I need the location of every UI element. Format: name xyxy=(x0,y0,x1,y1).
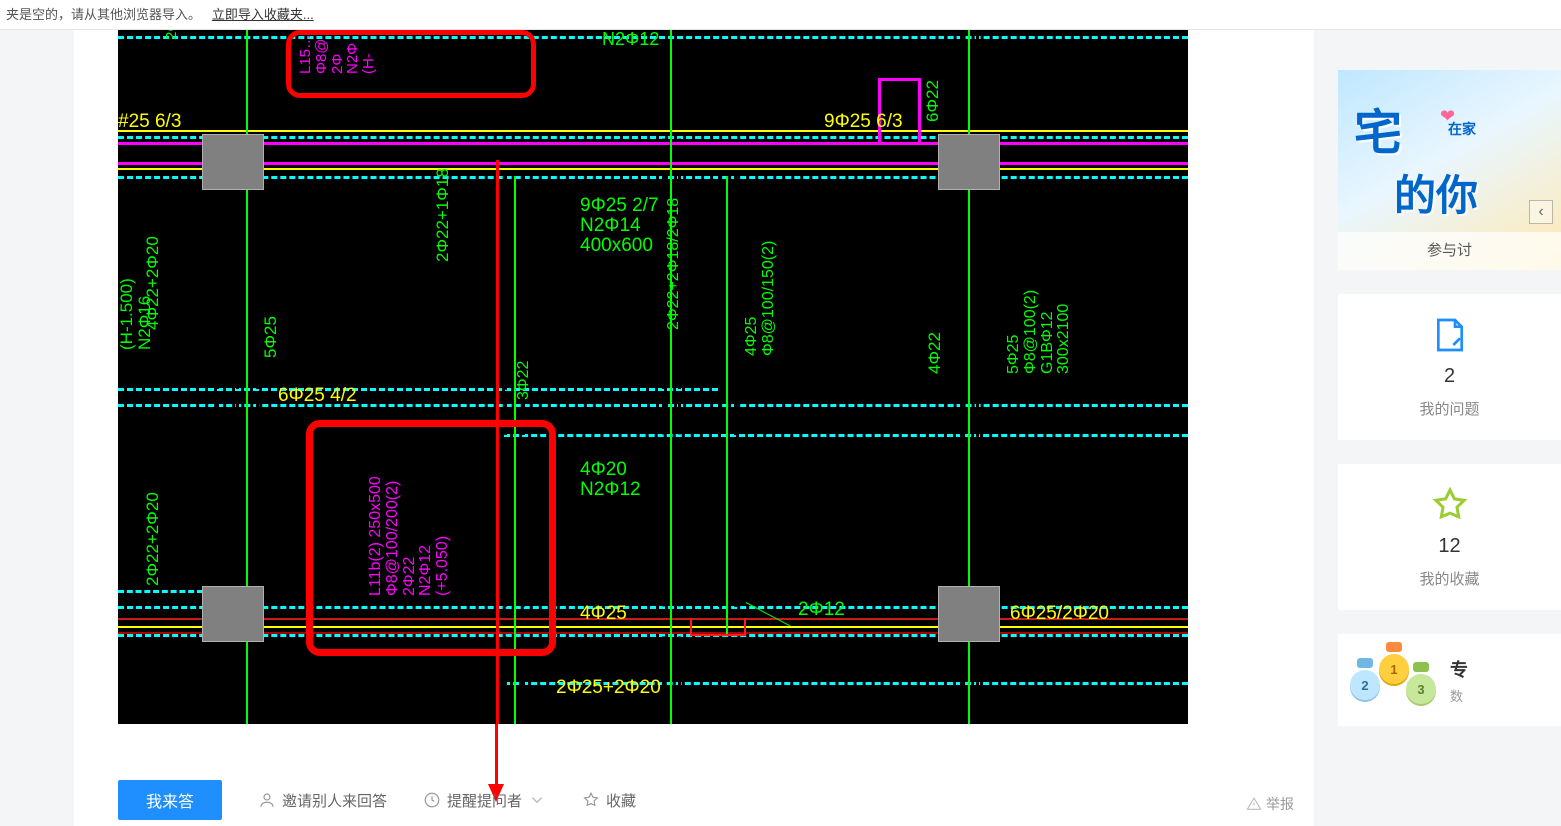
cad-label: N2Φ12 xyxy=(602,30,659,49)
favorites-import-bar: 夹是空的，请从其他浏览器导入。 立即导入收藏夹... xyxy=(0,0,1561,30)
cad-line xyxy=(944,36,947,634)
favorite-label: 收藏 xyxy=(606,790,636,811)
my-favorites-label: 我的收藏 xyxy=(1419,568,1479,589)
cad-column xyxy=(938,134,1000,190)
medal-bronze-icon: 3 xyxy=(1406,674,1436,704)
cad-line xyxy=(118,136,1188,139)
question-card: #25 6/3 9Φ25 6/3 6Φ25 4/2 4Φ25 6Φ25/2Φ20 2Φ25… xyxy=(74,30,1314,826)
invite-others-link[interactable]: 邀请别人来回答 xyxy=(258,790,387,811)
cad-line xyxy=(118,626,1188,628)
my-questions-label: 我的问题 xyxy=(1419,398,1479,419)
cad-line xyxy=(118,130,1188,132)
cad-section-dip xyxy=(690,618,746,636)
import-favorites-link[interactable]: 立即导入收藏夹... xyxy=(212,7,314,22)
medal-gold-icon: 1 xyxy=(1379,654,1409,684)
cad-label: L15… Φ8@ 2Φ N2Φ (H- xyxy=(298,34,377,74)
report-link[interactable]: 举报 xyxy=(1246,794,1294,814)
cad-label: 4Φ22 xyxy=(926,332,944,374)
star-icon xyxy=(582,791,600,809)
expert-rank-card[interactable]: 2 1 3 专 数 xyxy=(1338,634,1561,726)
cad-line xyxy=(726,176,728,634)
remind-label: 提醒提问者 xyxy=(447,790,522,811)
my-favorites-card[interactable]: 12 我的收藏 xyxy=(1338,464,1561,610)
cad-label: 3Φ22 xyxy=(516,361,533,400)
promo-banner[interactable]: ❤ 宅 在家 的你 ‹ 参与讨 xyxy=(1338,70,1561,270)
rank-text: 专 数 xyxy=(1450,656,1468,705)
cad-line xyxy=(718,176,721,634)
cad-line xyxy=(670,30,672,724)
cad-label: 4Φ20 N2Φ12 xyxy=(580,460,641,500)
cad-line xyxy=(734,176,737,634)
warning-icon xyxy=(1246,796,1262,812)
cad-column xyxy=(202,586,264,642)
cad-label: 4Φ22+2Φ20 xyxy=(144,236,162,330)
rank-sub: 数 xyxy=(1450,686,1468,705)
cad-column xyxy=(938,586,1000,642)
cad-label: 2Φ12 xyxy=(798,600,845,620)
cad-line xyxy=(118,162,1188,165)
cad-label: 6Φ22 xyxy=(924,80,942,122)
cad-label: 9Φ25 2/7 N2Φ14 400x600 xyxy=(580,196,659,256)
cad-label: 2Φ22+2Φ20 xyxy=(144,492,162,586)
my-favorites-count: 12 xyxy=(1438,535,1460,558)
cad-line xyxy=(118,176,1188,179)
promo-prev-icon[interactable]: ‹ xyxy=(1529,200,1553,224)
cad-line xyxy=(118,168,1188,170)
cad-label: 5Φ25 Φ8@100(2) G1BΦ12 300x2100 xyxy=(1006,290,1073,374)
promo-cta: 参与讨 xyxy=(1338,232,1561,270)
favorite-link[interactable]: 收藏 xyxy=(582,790,636,811)
chevron-down-icon xyxy=(528,791,546,809)
promo-text-1: 宅 xyxy=(1354,110,1402,158)
right-rail: ❤ 宅 在家 的你 ‹ 参与讨 2 我的问题 12 我的收藏 2 1 3 xyxy=(1338,70,1561,726)
medal-silver-icon: 2 xyxy=(1350,670,1380,700)
cad-label: 6Φ25/2Φ20 xyxy=(1010,604,1109,624)
favorites-empty-text: 夹是空的，请从其他浏览器导入。 xyxy=(6,7,201,22)
cad-label: L11b(2) 250x500 Φ8@100/200(2) 2Φ22 N2Φ12… xyxy=(368,476,452,596)
cad-column xyxy=(202,134,264,190)
cad-label: 2Φ22+1Φ18 xyxy=(434,168,452,262)
cad-label: 6Φ25 4/2 xyxy=(278,386,357,406)
answer-action-bar: 我来答 邀请别人来回答 提醒提问者 收藏 xyxy=(118,774,1268,826)
rank-title: 专 xyxy=(1450,656,1468,682)
cad-label: 2Φ22+1Φ22 xyxy=(164,30,180,40)
clock-icon xyxy=(423,791,441,809)
cad-label: #25 6/3 xyxy=(118,112,181,132)
report-label: 举报 xyxy=(1266,794,1294,814)
cad-label: 5Φ25 xyxy=(262,316,280,358)
medals-icon: 2 1 3 xyxy=(1350,652,1436,708)
cad-label: 4Φ25 Φ8@100/150(2) xyxy=(744,241,778,356)
page-body: #25 6/3 9Φ25 6/3 6Φ25 4/2 4Φ25 6Φ25/2Φ20 2Φ25… xyxy=(0,30,1561,826)
star-outline-icon xyxy=(1430,485,1470,525)
cad-line xyxy=(918,78,921,142)
note-icon xyxy=(1430,315,1470,355)
cad-line xyxy=(118,142,1188,145)
invite-label: 邀请别人来回答 xyxy=(282,790,387,811)
cad-line xyxy=(878,78,881,142)
cad-drawing: #25 6/3 9Φ25 6/3 6Φ25 4/2 4Φ25 6Φ25/2Φ20 2Φ25… xyxy=(118,30,1188,724)
cad-line xyxy=(118,632,1188,634)
promo-text-2: 的你 xyxy=(1394,162,1478,223)
cad-line xyxy=(118,388,718,391)
cad-label: 4Φ25 xyxy=(580,604,627,624)
promo-text-small: 在家 xyxy=(1448,120,1476,138)
cad-line xyxy=(504,434,1188,437)
cad-line xyxy=(118,634,1188,637)
cad-label: 2Φ22+2Φ18/2Φ18 xyxy=(666,198,683,330)
cad-label: 2Φ25+2Φ20 xyxy=(556,678,661,698)
my-questions-count: 2 xyxy=(1444,365,1455,388)
my-questions-card[interactable]: 2 我的问题 xyxy=(1338,294,1561,440)
answer-button[interactable]: 我来答 xyxy=(118,780,222,820)
cad-line xyxy=(878,78,918,81)
cad-annotation-arrow xyxy=(496,160,499,724)
remind-asker-link[interactable]: 提醒提问者 xyxy=(423,790,546,811)
user-icon xyxy=(258,791,276,809)
cad-label: 9Φ25 6/3 xyxy=(824,112,903,132)
